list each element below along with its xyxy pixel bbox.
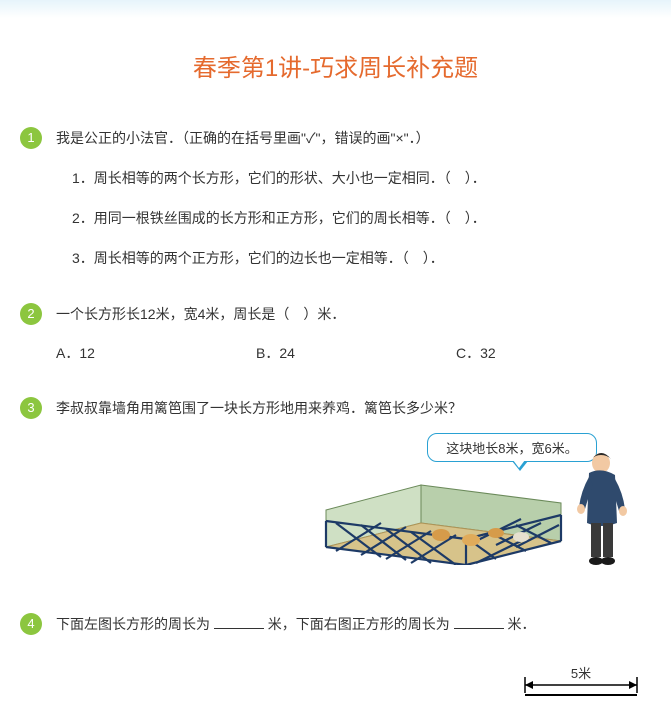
question-1-stem: 我是公正的小法官．（正确的在括号里画"✓"，错误的画"×"．） xyxy=(56,127,671,149)
option-c: C．32 xyxy=(456,343,656,363)
speech-bubble: 这块地长8米，宽6米。 xyxy=(427,433,597,462)
q4-text-a: 下面左图长方形的周长为 xyxy=(56,616,214,632)
question-2: 2 一个长方形长12米，宽4米，周长是（ ）米． A．12 B．24 C．32 xyxy=(0,303,671,363)
question-2-options: A．12 B．24 C．32 xyxy=(56,343,671,363)
question-3-figure: 这块地长8米，宽6米。 xyxy=(56,429,671,579)
question-4: 4 下面左图长方形的周长为 米，下面右图正方形的周长为 米． xyxy=(0,613,671,635)
question-number-badge: 1 xyxy=(20,127,42,149)
q4-text-b: 米，下面右图正方形的周长为 xyxy=(264,616,454,632)
ruler-figure: 5米 xyxy=(521,667,641,697)
fence-illustration xyxy=(321,475,571,565)
q4-text-c: 米． xyxy=(504,616,536,632)
question-1-item-1: 1．周长相等的两个长方形，它们的形状、大小也一定相同．（ ）． xyxy=(56,167,671,189)
question-4-stem: 下面左图长方形的周长为 米，下面右图正方形的周长为 米． xyxy=(56,613,671,635)
question-number-badge: 3 xyxy=(20,397,42,419)
ruler-label: 5米 xyxy=(521,663,641,682)
header-gradient xyxy=(0,0,671,18)
question-3: 3 李叔叔靠墙角用篱笆围了一块长方形地用来养鸡．篱笆长多少米？ 这块地长8米，宽… xyxy=(0,397,671,579)
option-b: B．24 xyxy=(256,343,456,363)
question-1-item-3: 3．周长相等的两个正方形，它们的边长也一定相等．（ ）． xyxy=(56,247,671,269)
question-3-stem: 李叔叔靠墙角用篱笆围了一块长方形地用来养鸡．篱笆长多少米？ xyxy=(56,397,671,419)
question-2-stem: 一个长方形长12米，宽4米，周长是（ ）米． xyxy=(56,303,671,325)
question-number-badge: 2 xyxy=(20,303,42,325)
page-title: 春季第1讲-巧求周长补充题 xyxy=(0,48,671,83)
uncle-li-illustration xyxy=(575,449,631,569)
man-svg xyxy=(575,449,631,569)
question-1: 1 我是公正的小法官．（正确的在括号里画"✓"，错误的画"×"．） 1．周长相等… xyxy=(0,127,671,269)
blank-2 xyxy=(454,615,504,629)
question-1-item-2: 2．用同一根铁丝围成的长方形和正方形，它们的周长相等．（ ）． xyxy=(56,207,671,229)
question-number-badge: 4 xyxy=(20,613,42,635)
blank-1 xyxy=(214,615,264,629)
fence-svg xyxy=(321,475,571,565)
option-a: A．12 xyxy=(56,343,256,363)
